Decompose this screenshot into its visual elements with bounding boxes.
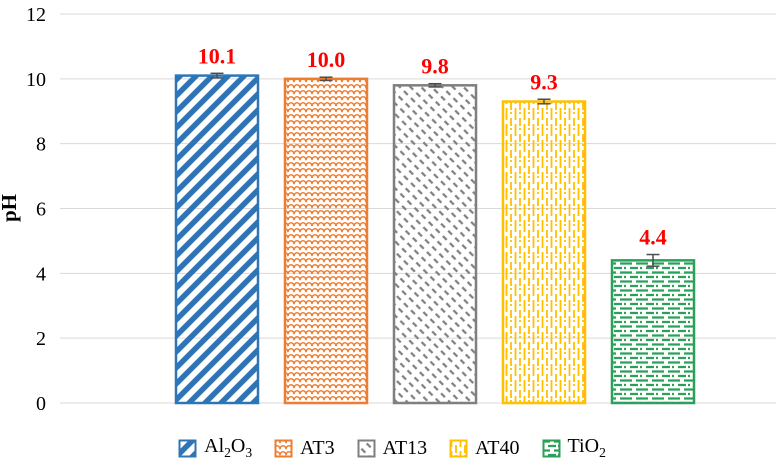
legend-label: AT13 — [382, 436, 428, 459]
legend-label: AT40 — [475, 436, 520, 459]
y-tick-label: 4 — [36, 263, 46, 285]
bar-chart-svg: pH 0 2 4 6 8 10 12 10.1 10.0 9.8 9.3 4.4 — [0, 4, 776, 415]
legend-item-at40: AT40 — [449, 436, 520, 460]
legend-swatch — [274, 439, 293, 457]
legend-item-at3: AT3 — [274, 436, 335, 460]
bar-at3 — [283, 77, 369, 405]
value-label: 4.4 — [639, 225, 667, 250]
bar-tio2 — [610, 259, 696, 405]
legend-swatch — [178, 439, 197, 457]
y-tick-label: 6 — [36, 199, 46, 221]
y-tick-label: 12 — [26, 4, 46, 26]
legend-label: TiO2 — [567, 435, 606, 460]
bar-at40 — [501, 100, 587, 405]
bar-at13 — [392, 84, 478, 405]
legend-item-tio2: TiO2 — [542, 435, 606, 461]
y-tick-label: 10 — [26, 69, 46, 91]
legend-item-al2o3: Al2O3 — [178, 435, 252, 461]
legend-item-at13: AT13 — [357, 437, 427, 460]
value-label: 9.3 — [530, 69, 558, 94]
y-tick-label: 0 — [36, 393, 46, 415]
legend-label: AT3 — [300, 436, 335, 459]
chart-legend: Al2O3 AT3 AT13 AT40 TiO2 — [0, 435, 784, 461]
y-axis-title: pH — [0, 194, 21, 222]
value-label: 9.8 — [421, 54, 449, 79]
value-label: 10.1 — [198, 43, 237, 68]
y-tick-label: 8 — [36, 134, 46, 156]
legend-label: Al2O3 — [204, 435, 253, 460]
legend-swatch — [357, 439, 376, 457]
bar-al2o3 — [174, 74, 260, 405]
y-tick-label: 2 — [36, 328, 46, 350]
value-label: 10.0 — [307, 47, 346, 72]
legend-swatch — [449, 439, 468, 457]
legend-swatch — [542, 439, 561, 457]
